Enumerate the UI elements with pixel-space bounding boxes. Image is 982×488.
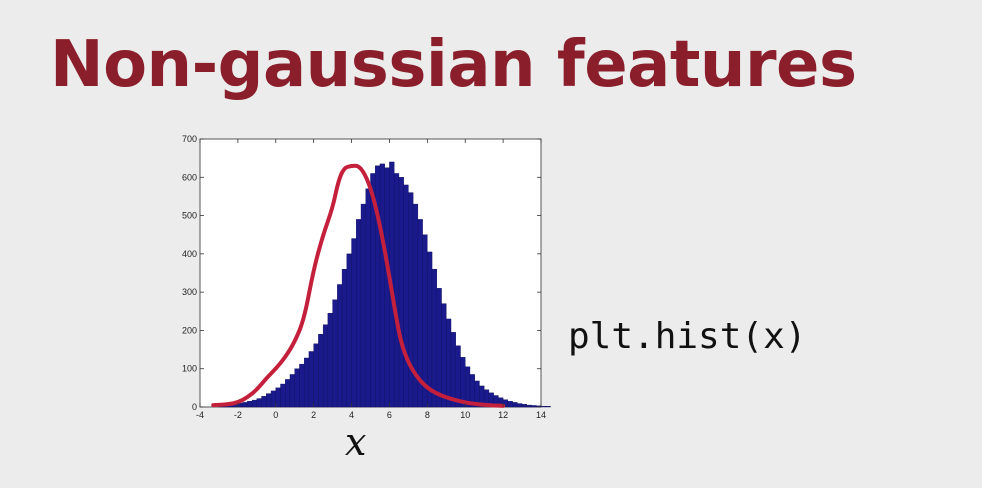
- histogram-bar: [294, 368, 300, 408]
- histogram-bar: [285, 379, 291, 408]
- x-tick-label: 4: [349, 410, 354, 420]
- x-tick-label: 2: [311, 410, 316, 420]
- histogram-bar: [512, 402, 518, 408]
- histogram-bar: [450, 332, 456, 408]
- y-tick-label: 300: [182, 287, 197, 297]
- histogram-bar: [280, 383, 286, 408]
- histogram-bar: [337, 284, 343, 408]
- x-axis-label: x: [345, 420, 367, 464]
- y-tick-label: 500: [182, 211, 197, 221]
- histogram-bar: [431, 268, 438, 408]
- x-tick-label: 12: [498, 410, 508, 420]
- histogram-bar: [247, 401, 253, 408]
- histogram-bar: [403, 184, 409, 408]
- histogram-bar: [521, 404, 527, 408]
- histogram-bar: [540, 406, 546, 408]
- axis-ticks: 0 100 200 300 400 500 600 700 -4 -2 0 2 4 6 8 10 12 14: [182, 134, 546, 420]
- histogram-bar: [427, 251, 433, 408]
- histogram-bar: [545, 406, 551, 408]
- histogram-bar: [327, 313, 333, 408]
- y-tick-label: 600: [182, 172, 197, 182]
- histogram-bar: [393, 173, 400, 408]
- histogram-bar: [365, 188, 371, 408]
- density-curve-layer: [211, 163, 506, 408]
- histogram-bar: [341, 268, 348, 408]
- y-tick-label: 200: [182, 325, 197, 335]
- histogram-bar: [303, 357, 310, 408]
- histogram-bar: [275, 387, 281, 408]
- histogram-bar: [251, 399, 258, 408]
- histogram-bar: [308, 351, 314, 408]
- histogram-bar: [398, 177, 404, 408]
- histogram-bar: [517, 403, 523, 408]
- histogram-bar: [313, 343, 319, 408]
- histogram-bar: [360, 203, 366, 408]
- histogram-bar: [256, 398, 262, 408]
- histogram-bar: [446, 318, 452, 408]
- histogram-bar: [242, 402, 248, 408]
- histogram-bar: [322, 324, 329, 408]
- code-caption: plt.hist(x): [568, 316, 807, 357]
- histogram-bar: [266, 393, 272, 408]
- x-tick-label: -2: [234, 410, 242, 420]
- histogram-bar: [526, 404, 532, 408]
- x-tick-label: -4: [196, 410, 204, 420]
- x-tick-label: 8: [425, 410, 430, 420]
- histogram-bar: [318, 334, 324, 408]
- histogram-bar: [441, 303, 447, 408]
- histogram-bar: [379, 163, 385, 408]
- y-tick-label: 100: [182, 364, 197, 374]
- y-tick-label: 0: [192, 402, 197, 412]
- histogram-bar: [289, 374, 295, 408]
- density-curve: [211, 163, 506, 408]
- histogram-bar: [531, 405, 537, 408]
- histogram-bar: [507, 401, 513, 408]
- histogram-bar: [351, 238, 357, 408]
- histogram-bar: [436, 288, 442, 408]
- histogram-bar: [270, 390, 276, 408]
- histogram-bar: [455, 345, 461, 408]
- histogram-bar: [332, 299, 338, 408]
- histogram-bar: [261, 396, 267, 408]
- y-tick-label: 400: [182, 249, 197, 259]
- histogram-bar: [346, 253, 352, 408]
- x-tick-label: 0: [273, 410, 278, 420]
- histogram-bar: [408, 192, 414, 408]
- histogram-bars: [218, 161, 551, 408]
- x-tick-label: 6: [387, 410, 392, 420]
- x-tick-label: 14: [536, 410, 546, 420]
- x-tick-label: 10: [460, 410, 470, 420]
- histogram-bar: [384, 167, 390, 408]
- slide-title: Non-gaussian features: [50, 28, 857, 102]
- histogram-bar: [356, 219, 362, 408]
- histogram-bar: [299, 363, 305, 408]
- y-tick-label: 700: [182, 134, 197, 144]
